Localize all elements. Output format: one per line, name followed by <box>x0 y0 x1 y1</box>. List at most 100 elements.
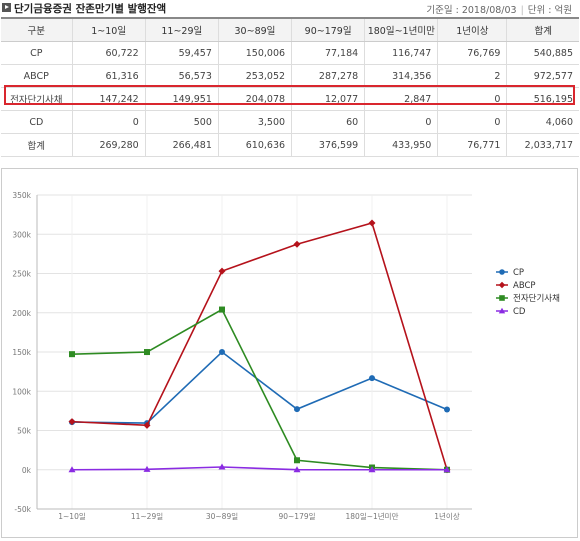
header-meta: 기준일 : 2018/08/03 | 단위 : 억원 <box>426 5 572 16</box>
page-title: 단기금융증권 잔존만기별 발행잔액 <box>14 3 167 15</box>
table-cell: 116,747 <box>364 41 438 65</box>
table-cell: 0 <box>437 87 507 111</box>
table-cell: 972,577 <box>506 64 579 88</box>
table-cell: 4,060 <box>506 110 579 134</box>
page-header: 단기금융증권 잔존만기별 발행잔액 기준일 : 2018/08/03 | 단위 : … <box>0 0 580 16</box>
table-cell: 61,316 <box>71 64 146 88</box>
reference-date: 기준일 : 2018/08/03 <box>426 5 517 16</box>
row-label: ABCP <box>1 64 73 88</box>
table-cell: 149,951 <box>144 87 219 111</box>
row-label: CD <box>1 110 73 134</box>
y-tick-label: -50k <box>14 505 31 514</box>
table-cell: 376,599 <box>291 133 365 157</box>
table-row-highlighted: 전자단기사채 147,242 149,951 204,078 12,077 2,… <box>1 87 579 111</box>
y-tick-label: 150k <box>12 348 31 357</box>
x-tick-label: 90~179일 <box>278 512 315 521</box>
table-row: CD 0 500 3,500 60 0 0 4,060 <box>1 110 579 134</box>
table-cell: 0 <box>364 110 438 134</box>
table-cell: 269,280 <box>71 133 146 157</box>
y-tick-label: 200k <box>12 309 31 318</box>
data-point <box>294 457 300 464</box>
table-cell: 60 <box>291 110 365 134</box>
table-cell: 500 <box>144 110 219 134</box>
section-bullet-icon <box>2 3 11 12</box>
x-tick-label: 1~10일 <box>58 512 86 521</box>
y-tick-label: 0k <box>22 466 32 475</box>
data-point <box>68 418 76 426</box>
data-point <box>218 267 226 275</box>
balance-table: 구분 1~10일 11~29일 30~89일 90~179일 180일~1년미만… <box>1 17 579 157</box>
table-cell: 60,722 <box>71 41 146 65</box>
y-tick-label: 300k <box>12 230 31 239</box>
table-cell: 2 <box>437 64 507 88</box>
table-cell: 204,078 <box>217 87 292 111</box>
table-row: CP 60,722 59,457 150,006 77,184 116,747 … <box>1 41 579 65</box>
legend-label: CD <box>513 307 526 317</box>
column-header: 합계 <box>506 17 579 42</box>
legend-label: CP <box>513 268 524 278</box>
column-header: 1~10일 <box>71 17 146 42</box>
table-cell: 287,278 <box>291 64 365 88</box>
table-cell: 610,636 <box>217 133 292 157</box>
table-cell: 150,006 <box>217 41 292 65</box>
column-header: 1년이상 <box>437 17 507 42</box>
column-header: 구분 <box>1 17 73 42</box>
data-point <box>144 349 150 356</box>
column-header: 180일~1년미만 <box>364 17 438 42</box>
table-cell: 266,481 <box>144 133 219 157</box>
legend-label: 전자단기사채 <box>513 293 560 304</box>
x-tick-label: 1년이상 <box>434 511 460 521</box>
column-header: 30~89일 <box>217 17 292 42</box>
table-cell: 2,033,717 <box>506 133 579 157</box>
data-point <box>219 348 225 355</box>
x-tick-label: 180일~1년미만 <box>346 511 399 521</box>
x-tick-label: 30~89일 <box>206 512 238 521</box>
table-cell: 3,500 <box>217 110 292 134</box>
legend-marker <box>499 269 505 275</box>
data-point <box>368 219 376 227</box>
data-point <box>369 375 375 382</box>
table-cell: 540,885 <box>506 41 579 65</box>
y-tick-label: 250k <box>12 270 31 279</box>
table-cell: 314,356 <box>364 64 438 88</box>
legend-marker <box>498 307 506 314</box>
table-cell: 56,573 <box>144 64 219 88</box>
chart-container: -50k 0k 50k 100k 150k 200k 250k 300k 350k 1~10일 11… <box>1 168 578 538</box>
series-line <box>71 466 447 471</box>
data-point <box>368 466 376 473</box>
row-label: CP <box>1 41 73 65</box>
table-header-row: 구분 1~10일 11~29일 30~89일 90~179일 180일~1년미만… <box>1 17 579 42</box>
data-point <box>143 465 151 472</box>
table-cell: 0 <box>71 110 146 134</box>
table-cell: 147,242 <box>71 87 146 111</box>
row-label: 전자단기사채 <box>1 87 73 111</box>
legend-label: ABCP <box>513 281 536 291</box>
data-point <box>143 421 151 429</box>
table-cell: 253,052 <box>217 64 292 88</box>
series-line <box>71 221 448 470</box>
column-header: 90~179일 <box>291 17 365 42</box>
x-tick-label: 11~29일 <box>131 512 163 521</box>
data-point <box>293 466 301 473</box>
data-point <box>444 406 450 413</box>
table-cell: 516,195 <box>506 87 579 111</box>
data-point <box>294 406 300 413</box>
table-cell: 12,077 <box>291 87 365 111</box>
data-point <box>219 306 225 313</box>
line-chart: -50k 0k 50k 100k 150k 200k 250k 300k 350k 1~10일 11… <box>12 191 560 521</box>
legend-marker <box>498 281 506 289</box>
column-header: 11~29일 <box>144 17 219 42</box>
row-label: 합계 <box>1 133 73 157</box>
unit-label: 단위 : 억원 <box>527 5 572 16</box>
table-cell: 59,457 <box>144 41 219 65</box>
table-cell: 76,769 <box>437 41 507 65</box>
table-cell: 76,771 <box>437 133 507 157</box>
y-tick-label: 100k <box>12 387 31 396</box>
series-line <box>71 308 448 471</box>
data-point <box>68 466 76 473</box>
table-row: ABCP 61,316 56,573 253,052 287,278 314,3… <box>1 64 579 88</box>
table-cell: 433,950 <box>364 133 438 157</box>
table-cell: 2,847 <box>364 87 438 111</box>
table-cell: 0 <box>437 110 507 134</box>
y-tick-label: 350k <box>12 191 31 200</box>
